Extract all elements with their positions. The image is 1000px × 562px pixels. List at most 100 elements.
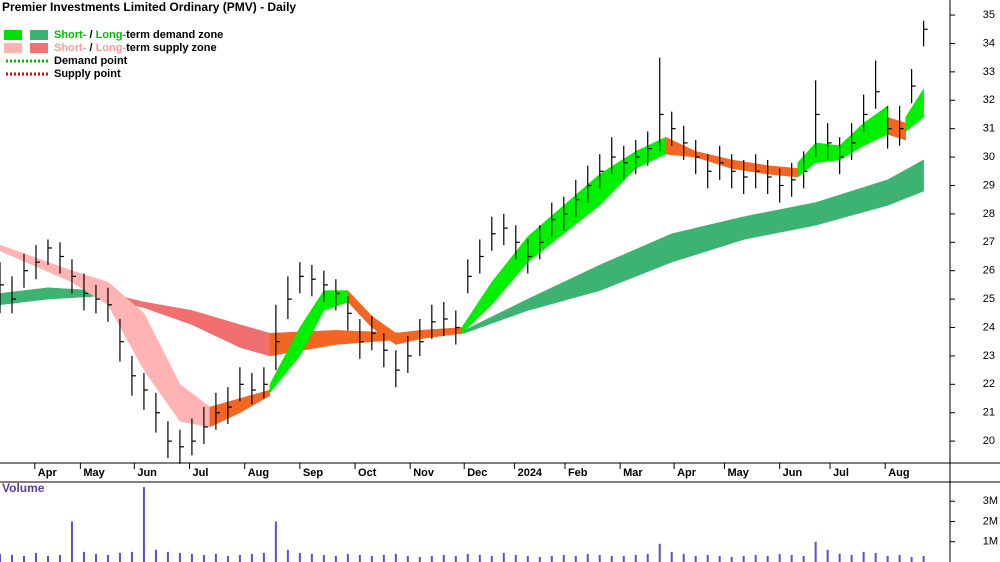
volume-bar [82,551,85,562]
legend-swatch [4,30,22,40]
legend-short: Short- [54,29,87,41]
legend-rest: term supply zone [126,42,216,54]
x-tick-label: 2024 [518,467,543,479]
legend-label: Short- / Long-term supply zone [54,42,217,54]
volume-bar [610,555,613,562]
volume-bar [454,555,457,562]
legend-label: Demand point [54,55,128,67]
x-tick-label: Jun [137,467,157,479]
volume-bar [358,554,361,562]
volume-bar [526,555,529,562]
volume-bar [322,554,325,562]
volume-bar [802,555,805,562]
volume-bar [274,521,277,562]
volume-bar [46,555,49,562]
volume-bar [214,553,217,562]
volume-bar [922,555,925,562]
y-tick-label: 34 [983,37,995,49]
x-tick-label: Jun [783,467,803,479]
y-tick-label: 29 [983,179,995,191]
y-tick-label: 27 [983,236,995,248]
volume-bar [58,554,61,562]
volume-bar [622,555,625,562]
x-tick-label: Sep [303,467,323,479]
volume-bar [898,554,901,562]
legend-rest: term demand zone [126,29,223,41]
volume-bar [442,554,445,562]
y-tick-label: 35 [983,9,995,21]
volume-bar [562,554,565,562]
x-tick-label: Oct [358,467,377,479]
volume-bar [118,552,121,562]
x-tick-label: Aug [888,467,909,479]
volume-bars [0,487,925,562]
volume-bar [262,552,265,562]
y-tick-label: 2M [983,515,998,527]
volume-bar [394,553,397,562]
y-tick-label: 32 [983,94,995,106]
volume-bar [634,554,637,562]
volume-bar [70,521,73,562]
volume-bar [502,552,505,562]
volume-bar [862,551,865,562]
legend-sep: / [86,29,95,41]
volume-bar [550,555,553,562]
volume-bar [178,552,181,562]
volume-bar [730,556,733,562]
volume-bar [838,553,841,562]
volume-bar [766,555,769,562]
volume-bar [886,555,889,562]
y-tick-label: 31 [983,123,995,135]
volume-bar [10,554,13,562]
zones [0,88,924,428]
volume-bar [466,553,469,562]
volume-title: Volume [2,481,45,495]
volume-bar [418,556,421,562]
x-tick-label: Jul [193,467,209,479]
volume-bar [598,554,601,562]
volume-bar [538,556,541,562]
volume-bar [406,555,409,562]
y-tick-label: 1M [983,536,998,548]
y-tick-label: 21 [983,407,995,419]
y-tick-label: 26 [983,265,995,277]
legend-swatch [4,43,22,53]
chart-title: Premier Investments Limited Ordinary (PM… [2,0,296,14]
volume-bar [0,553,1,562]
x-tick-label: May [83,467,105,479]
volume-bar [586,553,589,562]
volume-bar [754,554,757,562]
legend-label: Short- / Long-term demand zone [54,29,223,41]
x-tick-label: Dec [467,467,487,479]
legend-sep: / [86,42,95,54]
y-tick-label: 30 [983,151,995,163]
volume-bar [190,553,193,562]
volume-bar [574,555,577,562]
volume-bar [910,556,913,562]
legend-swatch [30,30,48,40]
volume-bar [850,554,853,562]
volume-bar [694,555,697,562]
y-tick-label: 22 [983,378,995,390]
volume-bar [130,551,133,562]
volume-bar [814,541,817,562]
legend-long: Long- [96,42,127,54]
volume-bar [22,555,25,562]
legend-long: Long- [96,29,127,41]
x-tick-label: Apr [38,467,58,479]
y-tick-label: 23 [983,350,995,362]
volume-bar [154,549,157,562]
zone-band [905,88,924,133]
volume-bar [226,555,229,562]
price-bars [0,20,928,464]
volume-bar [142,487,145,562]
volume-bar [346,553,349,562]
volume-bar [106,554,109,562]
volume-bar [34,552,37,562]
volume-bar [298,552,301,562]
legend-swatch [30,43,48,53]
y-tick-label: 28 [983,208,995,220]
volume-bar [202,554,205,562]
